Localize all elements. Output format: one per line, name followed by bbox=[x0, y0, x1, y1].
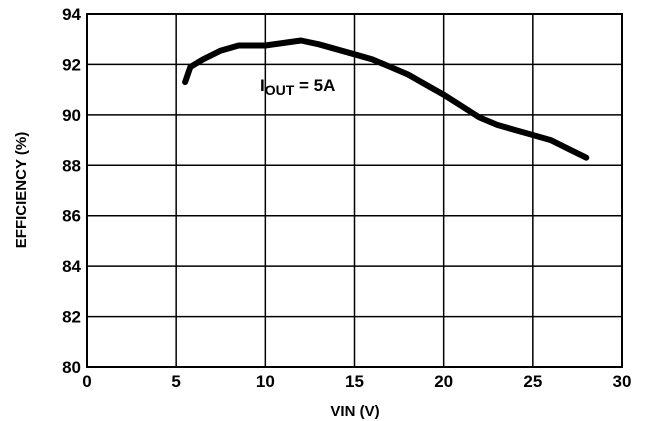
y-tick-label: 82 bbox=[62, 308, 81, 327]
x-tick-label: 30 bbox=[613, 372, 632, 391]
grid-lines bbox=[87, 14, 622, 367]
x-tick-label: 25 bbox=[523, 372, 542, 391]
annotation-rest: = 5A bbox=[294, 76, 335, 95]
x-axis-title: VIN (V) bbox=[330, 403, 379, 420]
y-axis-title: EFFICIENCY (%) bbox=[13, 132, 30, 248]
y-tick-label: 84 bbox=[62, 257, 81, 276]
x-tick-label: 0 bbox=[82, 372, 91, 391]
efficiency-curve bbox=[182, 37, 590, 161]
y-tick-label: 80 bbox=[62, 358, 81, 377]
y-tick-label: 86 bbox=[62, 207, 81, 226]
x-tick-label: 10 bbox=[256, 372, 275, 391]
x-tick-labels: 0 5 10 15 20 25 30 bbox=[82, 372, 631, 391]
y-tick-label: 88 bbox=[62, 156, 81, 175]
annotation-main: I bbox=[260, 76, 265, 95]
iout-annotation: IOUT = 5A bbox=[260, 76, 335, 98]
x-tick-label: 20 bbox=[434, 372, 453, 391]
x-tick-label: 15 bbox=[345, 372, 364, 391]
y-tick-label: 90 bbox=[62, 106, 81, 125]
x-tick-label: 5 bbox=[171, 372, 180, 391]
plot-frame bbox=[86, 13, 623, 368]
y-tick-labels: 80 82 84 86 88 90 92 94 bbox=[62, 5, 81, 377]
y-tick-label: 92 bbox=[62, 55, 81, 74]
y-tick-label: 94 bbox=[62, 5, 81, 24]
annotation-subscript: OUT bbox=[265, 82, 295, 98]
